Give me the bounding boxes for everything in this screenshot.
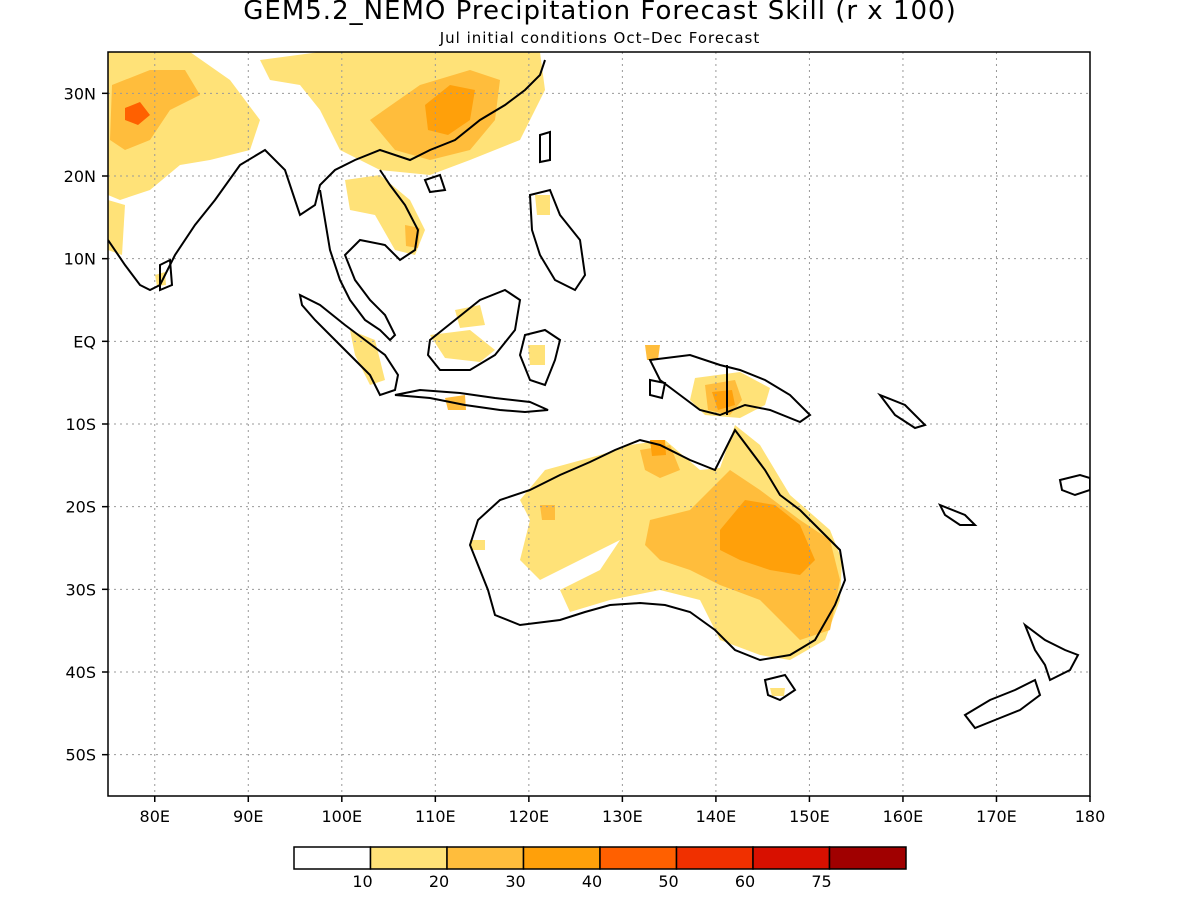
coastline: [159, 258, 174, 292]
colorbar-swatch: [752, 846, 831, 870]
y-tick-label: 30S: [65, 580, 96, 599]
y-tick-label: 50S: [65, 746, 96, 765]
y-tick-label: 20N: [64, 167, 96, 186]
coastline: [963, 678, 1042, 730]
y-axis: 30N 20N 10N EQ 10S 20S 30S 40S 50S: [64, 84, 108, 765]
coastline: [763, 673, 797, 702]
y-tick-label: EQ: [73, 332, 96, 351]
colorbar-label: 60: [735, 872, 755, 891]
x-tick-label: 100E: [321, 807, 362, 826]
x-tick-label: 120E: [509, 807, 550, 826]
x-tick-label: 160E: [883, 807, 924, 826]
coastline: [649, 378, 667, 400]
shade-region: [645, 345, 660, 360]
coastline: [426, 288, 522, 371]
coastline: [108, 59, 546, 292]
colorbar-label: 10: [352, 872, 372, 891]
shade-region: [528, 345, 545, 365]
x-tick-label: 80E: [140, 807, 170, 826]
shade-region: [535, 195, 550, 215]
colorbar-label: 75: [811, 872, 831, 891]
grid-lines: [108, 52, 1090, 796]
y-tick-label: 40S: [65, 663, 96, 682]
x-tick-label: 180: [1075, 807, 1106, 826]
shade-region: [470, 540, 485, 550]
skill-shading: [108, 52, 842, 696]
y-tick-label: 30N: [64, 84, 96, 103]
coastline: [1058, 473, 1090, 497]
shade-region: [430, 330, 495, 362]
colorbar-swatch: [369, 846, 448, 870]
y-tick-label: 20S: [65, 498, 96, 517]
colorbar-swatch: [446, 846, 525, 870]
shade-region: [350, 330, 385, 385]
y-tick-label: 10S: [65, 415, 96, 434]
x-tick-label: 130E: [602, 807, 643, 826]
coastline: [298, 293, 400, 397]
shade-region: [425, 85, 475, 135]
coastline: [539, 130, 551, 164]
x-tick-label: 150E: [789, 807, 830, 826]
shade-region: [108, 200, 125, 255]
coastline: [937, 503, 978, 526]
coastline: [518, 328, 562, 387]
shade-region: [640, 445, 680, 478]
colorbar-swatch: [599, 846, 678, 870]
x-tick-label: 140E: [696, 807, 737, 826]
shade-region: [540, 505, 555, 520]
colorbar-label: 30: [505, 872, 525, 891]
coastline: [1022, 622, 1080, 682]
y-tick-label: 10N: [64, 250, 96, 269]
x-tick-label: 170E: [976, 807, 1017, 826]
colorbar-label: 20: [429, 872, 449, 891]
coastline: [319, 169, 420, 342]
colorbar-swatch: [522, 846, 601, 870]
shade-region: [770, 688, 785, 696]
map-subtitle: Jul initial conditions Oct–Dec Forecast: [439, 29, 761, 47]
coastline: [528, 188, 587, 292]
coastlines: [108, 59, 1090, 730]
coastline: [423, 173, 447, 194]
shade-region: [455, 305, 485, 328]
colorbar-label: 50: [658, 872, 678, 891]
coastline: [877, 392, 927, 430]
shade-region: [345, 175, 425, 255]
map-title: GEM5.2_NEMO Precipitation Forecast Skill…: [243, 0, 957, 26]
shade-region: [110, 70, 200, 150]
x-tick-label: 110E: [415, 807, 456, 826]
colorbar-swatch: [293, 846, 372, 870]
x-tick-label: 90E: [233, 807, 263, 826]
shade-region: [720, 500, 815, 575]
colorbar-label: 40: [582, 872, 602, 891]
x-axis: 80E 90E 100E 110E 120E 130E 140E 150E 160E 170E 18…: [140, 796, 1106, 826]
colorbar-swatch: [828, 846, 907, 870]
colorbar-swatch: [675, 846, 754, 870]
shade-region: [712, 390, 735, 410]
colorbar: 10 20 30 40 50 60 75: [293, 846, 907, 891]
coastline: [468, 428, 847, 662]
coastline: [394, 388, 549, 414]
shade-region: [125, 102, 150, 125]
